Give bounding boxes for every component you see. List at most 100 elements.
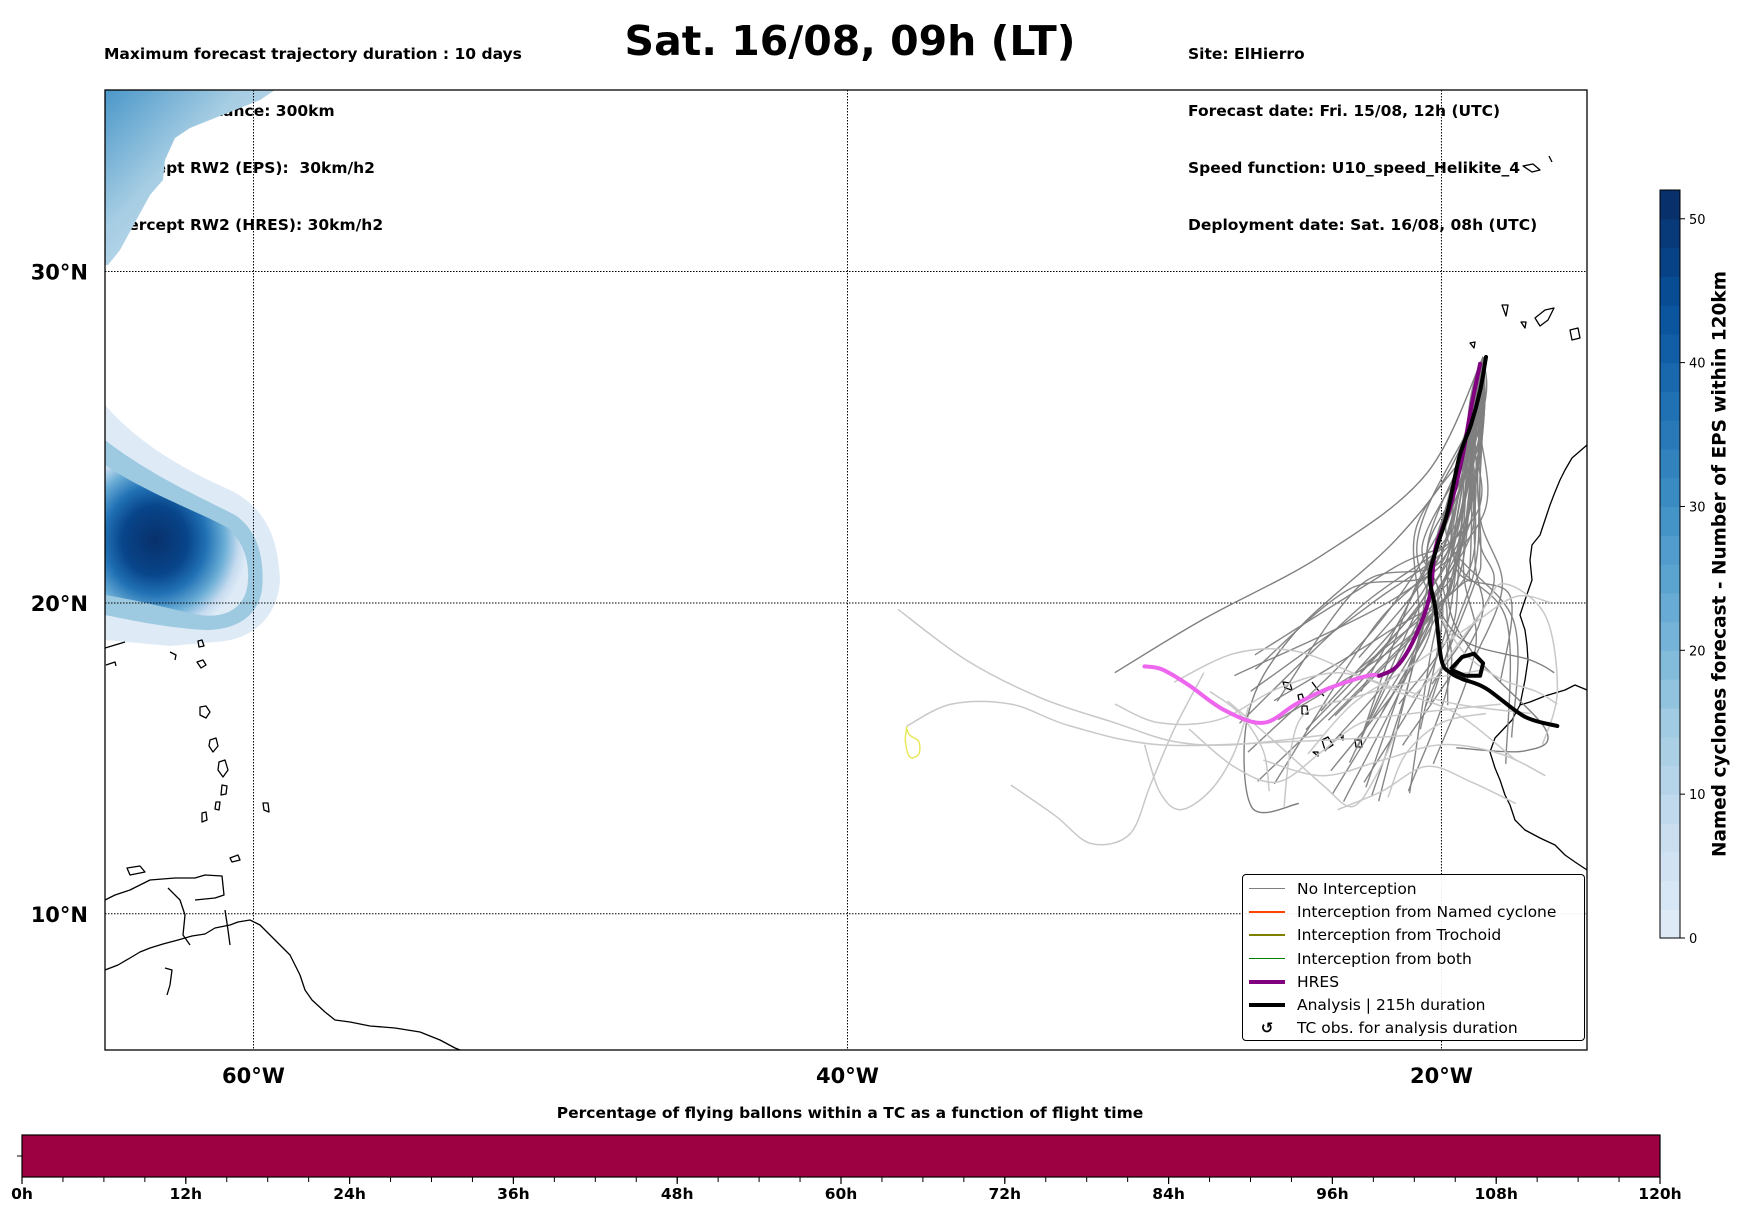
time-bar-tick-label: 36h [497, 1185, 530, 1203]
time-bar-tick-label: 24h [333, 1185, 366, 1203]
colorbar-level [1660, 391, 1680, 421]
time-bar-tick-label: 108h [1475, 1185, 1518, 1203]
legend-label: TC obs. for analysis duration [1297, 1019, 1518, 1038]
colorbar-level [1660, 506, 1680, 536]
colorbar-tick-label: 30 [1689, 500, 1706, 515]
coastline-segment [208, 737, 219, 753]
eps-trajectory-late [1143, 706, 1250, 811]
legend-item: Interception from both [1243, 947, 1584, 970]
coastline-segment [262, 802, 270, 813]
tc-observation-track [904, 725, 921, 759]
header-info-right: Site: ElHierro Forecast date: Fri. 15/08… [1188, 7, 1537, 254]
colorbar-level [1660, 909, 1680, 939]
coastlines [105, 155, 1587, 1050]
coastline-segment [105, 919, 461, 1050]
coastline-segment [105, 661, 117, 667]
coastline-segment [169, 651, 177, 661]
eps-trajectory [1320, 356, 1484, 712]
colorbar-tick-label: 20 [1689, 644, 1706, 659]
main-title: Sat. 16/08, 09h (LT) [624, 17, 1076, 65]
eps-trajectory [1446, 356, 1549, 753]
colorbar-level [1660, 736, 1680, 766]
legend-swatch [1249, 979, 1285, 984]
time-bar-tick-label: 96h [1316, 1185, 1349, 1203]
colorbar-level [1660, 420, 1680, 450]
coastline-segment [1522, 163, 1541, 173]
coastline-segment [217, 759, 229, 778]
hres-track-early [1142, 664, 1382, 725]
legend-item: No Interception [1243, 877, 1584, 900]
legend-line-icon [1249, 911, 1285, 913]
colorbar-level [1660, 679, 1680, 709]
legend-item: Interception from Named cyclone [1243, 900, 1584, 923]
colorbar-level [1660, 880, 1680, 910]
header-site: Site: ElHierro [1188, 45, 1305, 63]
time-bar-tick-label: 72h [988, 1185, 1021, 1203]
legend-line-icon [1249, 1003, 1285, 1008]
eps-trajectory-late [1227, 700, 1398, 808]
eps-trajectory-late [1440, 618, 1558, 705]
eps-trajectory-late [906, 700, 1412, 747]
legend-item: HRES [1243, 970, 1584, 993]
colorbar-tick-label: 10 [1689, 788, 1706, 803]
colorbar-level [1660, 333, 1680, 364]
colorbar-level [1660, 276, 1680, 306]
eps-trajectory [1360, 356, 1484, 693]
lat-tick-label: 30°N [31, 261, 88, 285]
legend-swatch [1249, 1003, 1285, 1008]
colorbar-level [1660, 765, 1680, 795]
coastline-segment [105, 874, 225, 901]
legend-swatch [1249, 934, 1285, 936]
coastline-segment [214, 801, 221, 811]
colorbar-level [1660, 564, 1680, 594]
coastline-segment [167, 887, 191, 946]
time-bar-tick-label: 120h [1638, 1185, 1681, 1203]
colorbar-level [1660, 592, 1680, 623]
colorbar-tick-label: 50 [1689, 213, 1706, 228]
legend-label: No Interception [1297, 879, 1417, 898]
coastline-segment [1301, 705, 1309, 715]
eps-trajectory-late [1337, 765, 1517, 811]
time-bar-tick-label: 48h [661, 1185, 694, 1203]
colorbar-tick-label: 40 [1689, 357, 1706, 372]
eps-trajectory-late [1387, 712, 1487, 798]
coastline-segment [229, 854, 241, 863]
lat-tick-label: 20°N [31, 592, 88, 616]
eps-trajectory-late [1188, 703, 1501, 784]
map-axis-labels: 60°W 40°W 20°W 30°N 20°N 10°N [31, 261, 1473, 1088]
colorbar-level [1660, 794, 1680, 824]
density-patch-north [105, 90, 275, 265]
header-forecast-date: Forecast date: Fri. 15/08, 12h (UTC) [1188, 102, 1501, 120]
legend-swatch [1249, 957, 1285, 960]
colorbar-level [1660, 218, 1680, 249]
coastline-segment [1489, 704, 1587, 871]
colorbar-level [1660, 822, 1680, 853]
time-bar-tick-label: 60h [825, 1185, 858, 1203]
coastline-segment [197, 639, 205, 648]
colorbar-level [1660, 190, 1680, 220]
lon-tick-label: 40°W [816, 1064, 879, 1088]
cyclone-density-field [105, 90, 280, 646]
coastline-segment [126, 865, 146, 876]
map-frame [104, 89, 1588, 1051]
eps-trajectory-late [1263, 743, 1546, 777]
legend-label: Interception from both [1297, 949, 1472, 968]
eps-trajectory [1381, 356, 1484, 713]
cyclone-symbol-icon: ↺ [1249, 1019, 1285, 1037]
lat-tick-label: 10°N [31, 903, 88, 927]
coastline-segment [1520, 321, 1527, 329]
map-area[interactable] [105, 90, 1587, 1050]
map-legend: No Interception Interception from Named c… [1242, 874, 1585, 1041]
colorbar-level [1660, 247, 1680, 277]
legend-swatch [1249, 887, 1285, 890]
legend-glyph: ↺ [1260, 1019, 1274, 1038]
coastline-segment [1519, 444, 1587, 706]
main-tracks [904, 355, 1560, 759]
eps-trajectory [1114, 356, 1484, 674]
eps-trajectory-late [1209, 690, 1270, 792]
colorbar-tick-label: 0 [1689, 932, 1697, 947]
time-bar-fill [21, 1134, 1661, 1178]
coastline-segment [1469, 341, 1476, 349]
time-bar-tick-label: 0h [11, 1185, 33, 1203]
